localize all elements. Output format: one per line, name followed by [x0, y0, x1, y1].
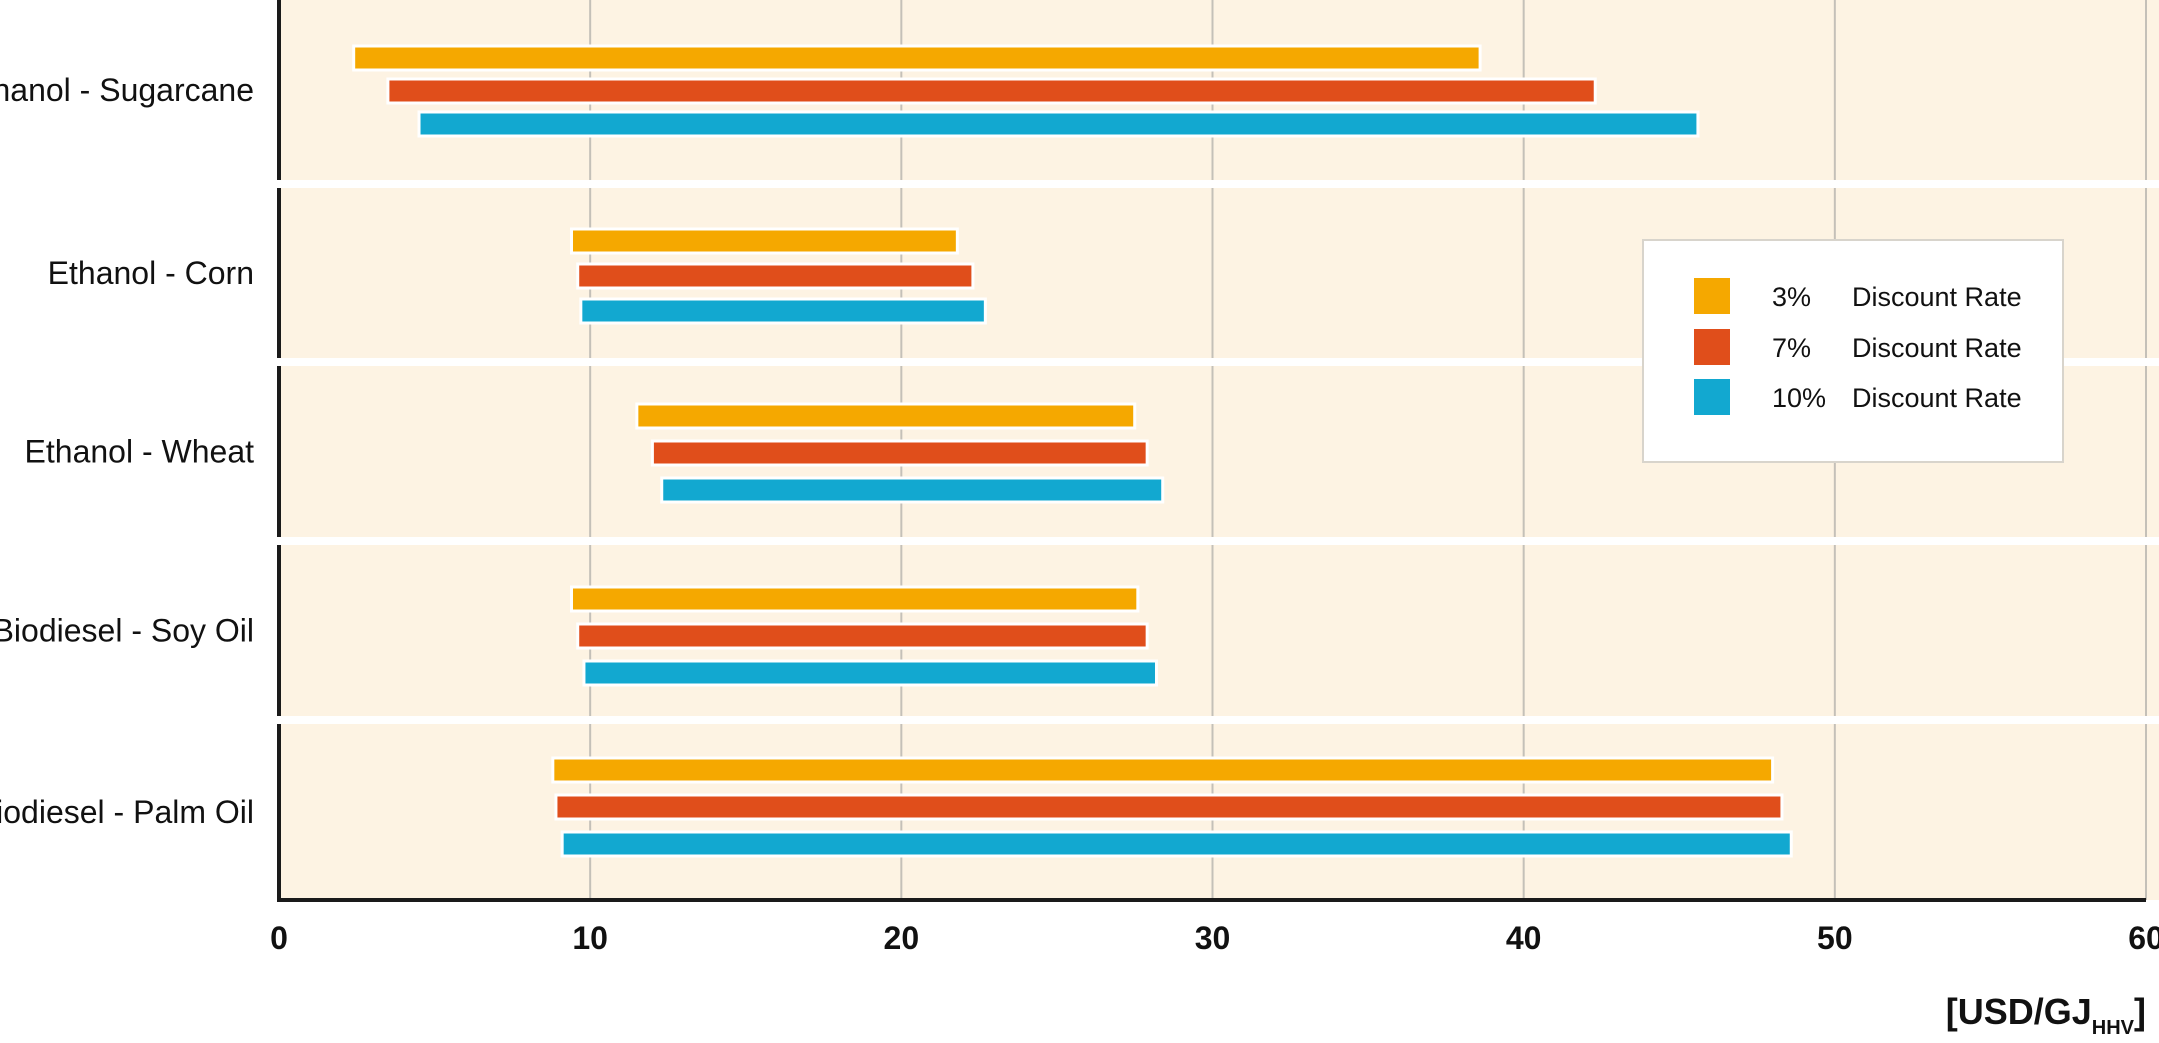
- x-tick-label: 20: [884, 920, 920, 956]
- bars: [352, 44, 1793, 858]
- band-separators: [279, 180, 2159, 724]
- category-label: Ethanol - Sugarcane: [0, 72, 254, 108]
- band-separator: [279, 537, 2159, 545]
- bar-7pct-5: [554, 793, 1784, 821]
- bar-3pct-1: [352, 44, 1482, 72]
- legend-rate: 7%: [1772, 333, 1811, 363]
- category-label: Ethanol - Wheat: [25, 434, 255, 470]
- x-axis-unit-label: [USD/GJHHV]: [1946, 991, 2146, 1039]
- category-label: Biodiesel - Palm Oil: [0, 794, 254, 830]
- band-separator: [279, 358, 2159, 366]
- category-label: Biodiesel - Soy Oil: [0, 613, 254, 649]
- bar-7pct-4: [576, 622, 1149, 650]
- legend-label: Discount Rate: [1852, 383, 2022, 413]
- x-tick-label: 0: [270, 920, 288, 956]
- band-separator: [279, 180, 2159, 188]
- x-axis-unit-subscript: HHV: [2092, 1017, 2135, 1039]
- bar-3pct-2: [569, 227, 959, 255]
- legend: 3% Discount Rate 7% Discount Rate 10% Discoun…: [1642, 239, 2064, 463]
- legend-rate: 10%: [1772, 383, 1826, 413]
- bar-10pct-4: [582, 659, 1158, 687]
- bar-10pct-3: [660, 476, 1165, 504]
- category-label: Ethanol - Corn: [48, 255, 254, 291]
- bar-10pct-5: [560, 830, 1793, 858]
- legend-label: Discount Rate: [1852, 333, 2022, 363]
- x-tick-label: 40: [1506, 920, 1542, 956]
- legend-rate: 3%: [1772, 282, 1811, 312]
- x-tick-label: 10: [572, 920, 608, 956]
- bar-3pct-4: [569, 585, 1140, 613]
- bar-7pct-2: [576, 262, 975, 290]
- bar-3pct-3: [635, 402, 1137, 430]
- x-tick-label: 60: [2128, 920, 2159, 956]
- x-tick-label: 30: [1195, 920, 1231, 956]
- bar-7pct-1: [386, 77, 1597, 105]
- category-labels: Ethanol - Sugarcane Ethanol - Corn Ethanol…: [0, 72, 254, 830]
- legend-swatch: [1694, 329, 1730, 365]
- x-axis-unit-main: [USD/GJ: [1946, 991, 2092, 1032]
- bar-7pct-3: [650, 439, 1149, 467]
- x-tick-labels: 0 10 20 30 40 50 60: [270, 920, 2159, 956]
- bar-3pct-5: [551, 756, 1775, 784]
- legend-swatch: [1694, 379, 1730, 415]
- legend-swatch: [1694, 278, 1730, 314]
- x-axis-unit-end: ]: [2134, 991, 2146, 1032]
- legend-label: Discount Rate: [1852, 282, 2022, 312]
- axes: [277, 0, 2146, 902]
- bar-10pct-1: [417, 110, 1700, 138]
- band-separator: [279, 716, 2159, 724]
- bar-10pct-2: [579, 297, 987, 325]
- x-tick-label: 50: [1817, 920, 1853, 956]
